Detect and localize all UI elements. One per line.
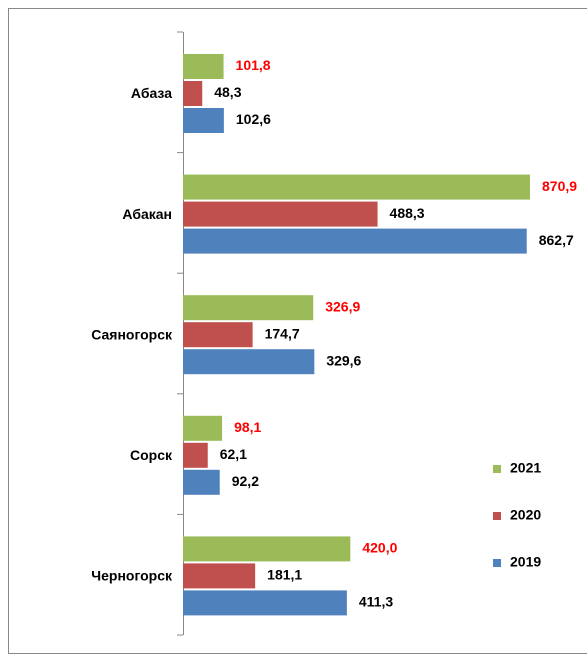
bar [183, 469, 220, 495]
data-label: 48,3 [214, 84, 241, 100]
bar [183, 174, 530, 200]
bar [183, 228, 527, 254]
legend-label: 2019 [510, 554, 541, 570]
category-label: Черногорск [91, 568, 173, 584]
bar [183, 536, 351, 562]
data-label: 98,1 [234, 419, 261, 435]
bar [183, 590, 347, 616]
bar [183, 201, 378, 227]
bar [183, 349, 315, 375]
data-label: 62,1 [220, 446, 247, 462]
data-label: 92,2 [232, 473, 259, 489]
bar [183, 108, 224, 133]
legend-swatch [493, 465, 501, 473]
legend-swatch [493, 559, 501, 567]
legend-label: 2020 [510, 507, 541, 523]
category-label: Сорск [130, 447, 173, 463]
bar [183, 442, 208, 468]
data-label: 870,9 [542, 178, 577, 194]
data-label: 411,3 [359, 594, 393, 610]
data-label: 174,7 [265, 325, 300, 341]
data-label: 862,7 [539, 232, 574, 248]
category-label: Абаза [131, 85, 172, 101]
bar [183, 295, 314, 321]
bar [183, 563, 256, 589]
data-label: 181,1 [267, 567, 302, 583]
bar [183, 81, 203, 106]
bar [183, 54, 224, 79]
bar [183, 415, 223, 441]
data-label: 488,3 [390, 205, 425, 221]
data-label: 101,8 [236, 57, 271, 73]
category-label: Саяногорск [91, 326, 173, 342]
legend-swatch [493, 512, 501, 520]
data-label: 329,6 [326, 352, 361, 368]
category-label: Абакан [122, 206, 172, 222]
legend-label: 2021 [510, 460, 541, 476]
data-label: 102,6 [236, 111, 271, 127]
data-label: 420,0 [362, 540, 397, 556]
data-label: 326,9 [325, 298, 360, 314]
bar [183, 322, 253, 348]
